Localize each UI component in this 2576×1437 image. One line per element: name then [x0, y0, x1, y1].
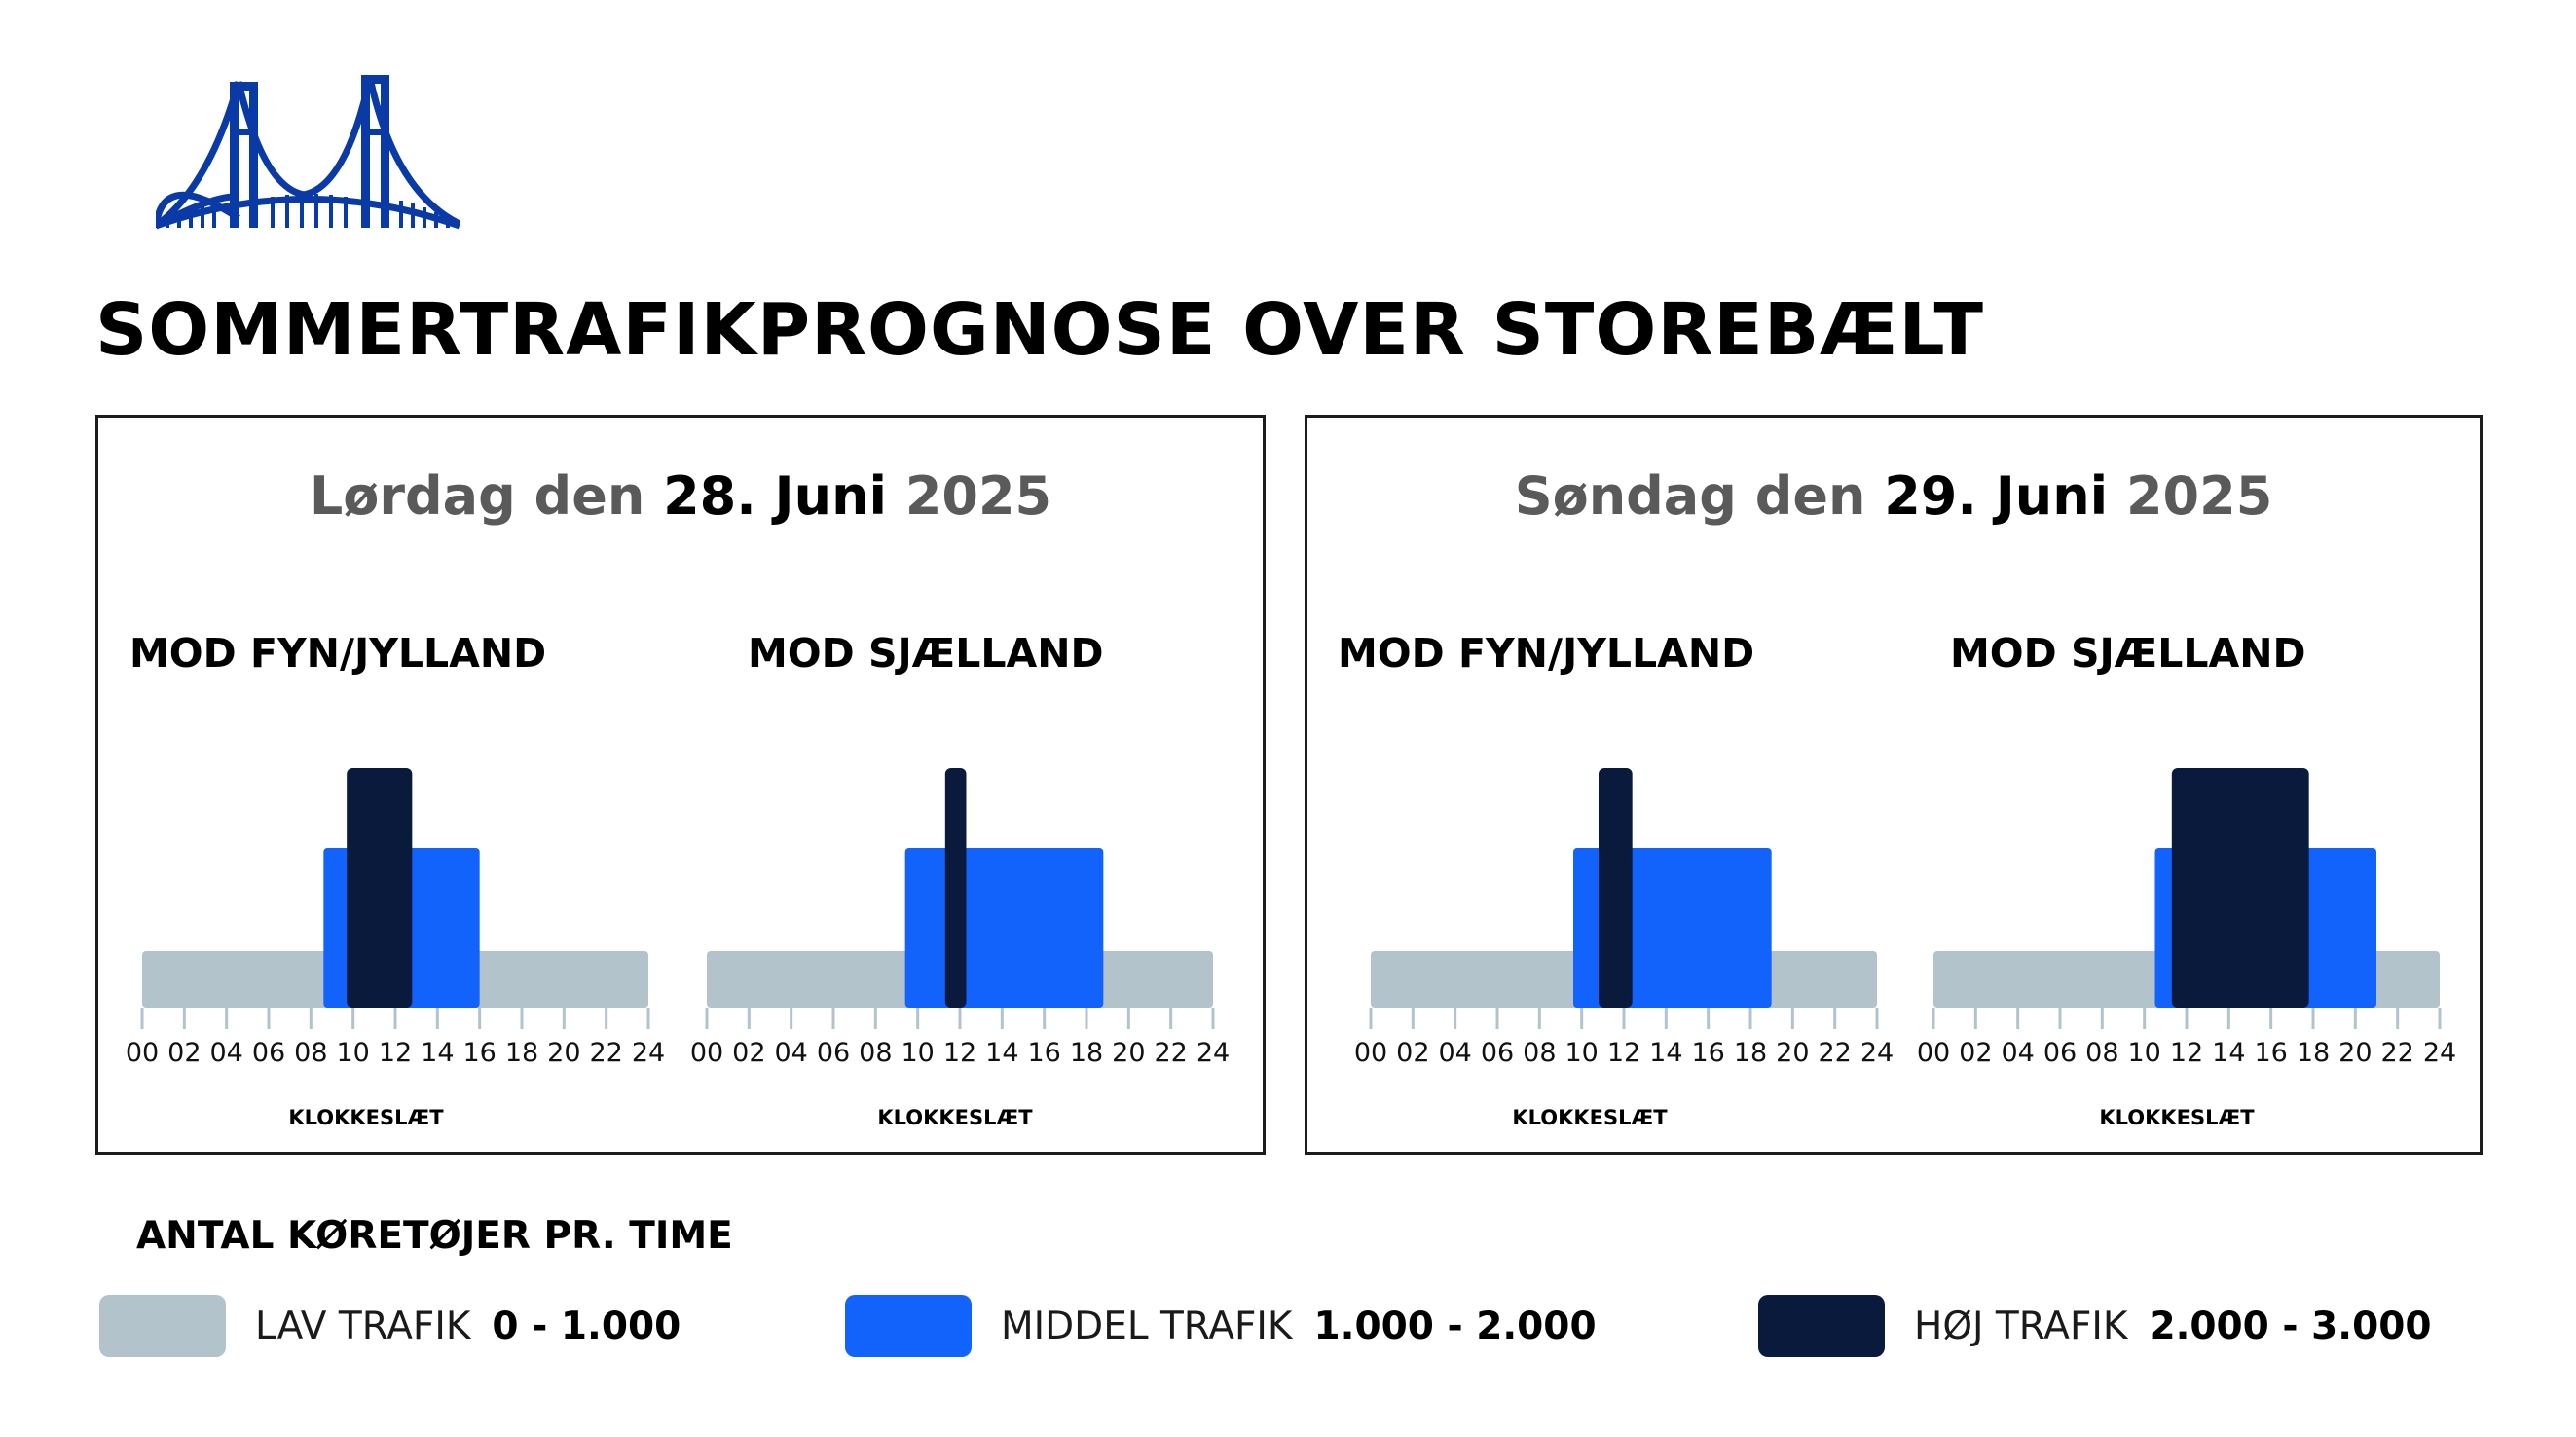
traffic-bar-medium	[904, 848, 1104, 1008]
traffic-chart: 00 02 04 06 08 10 12 14 16 18 20 22 24	[1354, 768, 1894, 1068]
x-tick-label: 12	[943, 1038, 976, 1068]
x-tick-label: 08	[2085, 1038, 2118, 1068]
x-tick-label: 18	[1070, 1038, 1103, 1068]
x-tick-label: 00	[1354, 1038, 1387, 1068]
axis-label: KLOKKESLÆT	[288, 1106, 444, 1129]
legend-heading: ANTAL KØRETØJER PR. TIME	[136, 1214, 733, 1258]
x-tick-label: 06	[252, 1038, 285, 1068]
day-year: 2025	[887, 465, 1052, 527]
x-tick-label: 00	[690, 1038, 723, 1068]
x-tick-label: 16	[1027, 1038, 1060, 1068]
x-tick-label: 10	[901, 1038, 934, 1068]
traffic-bar-high	[944, 768, 967, 1008]
direction-title-sjaelland: MOD SJÆLLAND	[748, 630, 1104, 677]
legend-swatch-low	[99, 1295, 226, 1357]
x-tick-label: 22	[2380, 1038, 2413, 1068]
legend-label: HØJ TRAFIK	[1914, 1304, 2128, 1348]
x-tick-label: 16	[1691, 1038, 1724, 1068]
x-tick-label: 10	[1564, 1038, 1598, 1068]
x-tick-label: 02	[1959, 1038, 1992, 1068]
legend-range: 0 - 1.000	[492, 1304, 681, 1348]
x-tick-label: 08	[294, 1038, 327, 1068]
legend-label: LAV TRAFIK	[255, 1304, 471, 1348]
day-heading: Søndag den 29. Juni 2025	[1307, 470, 2480, 523]
x-tick-label: 18	[2297, 1038, 2330, 1068]
x-tick-label: 02	[1396, 1038, 1429, 1068]
x-tick-label: 18	[1734, 1038, 1767, 1068]
day-panel-sunday: Søndag den 29. Juni 2025 MOD FYN/JYLLAND…	[1305, 415, 2483, 1155]
x-tick-label: 24	[1196, 1038, 1230, 1068]
day-date: 29. Juni	[1884, 465, 2109, 527]
x-tick-label: 24	[1860, 1038, 1894, 1068]
direction-title-fyn: MOD FYN/JYLLAND	[1338, 630, 1755, 677]
x-tick-label: 16	[462, 1038, 496, 1068]
x-tick-label: 16	[2254, 1038, 2287, 1068]
x-tick-label: 24	[632, 1038, 665, 1068]
x-tick-label: 22	[1818, 1038, 1851, 1068]
legend-swatch-high	[1758, 1295, 1885, 1357]
x-tick-label: 08	[859, 1038, 892, 1068]
x-tick-label: 06	[1481, 1038, 1514, 1068]
traffic-chart: 00 02 04 06 08 10 12 14 16 18 20 22 24	[1917, 768, 2456, 1068]
x-tick-label: 20	[1776, 1038, 1809, 1068]
traffic-bar-high	[2171, 768, 2309, 1008]
x-tick-label: 20	[1112, 1038, 1145, 1068]
direction-title-fyn: MOD FYN/JYLLAND	[129, 630, 547, 677]
x-tick-label: 00	[126, 1038, 159, 1068]
x-tick-label: 20	[547, 1038, 580, 1068]
traffic-chart: 00 02 04 06 08 10 12 14 16 18 20 22 24	[126, 768, 665, 1068]
x-tick-label: 14	[421, 1038, 454, 1068]
traffic-chart: 00 02 04 06 08 10 12 14 16 18 20 22 24	[690, 768, 1230, 1068]
legend-item-medium: MIDDEL TRAFIK 1.000 - 2.000	[845, 1295, 1597, 1357]
legend-range: 2.000 - 3.000	[2149, 1304, 2432, 1348]
axis-label: KLOKKESLÆT	[1512, 1106, 1668, 1129]
axis-label: KLOKKESLÆT	[2099, 1106, 2255, 1129]
legend-range: 1.000 - 2.000	[1313, 1304, 1597, 1348]
x-tick-label: 22	[589, 1038, 622, 1068]
x-tick-label: 22	[1154, 1038, 1187, 1068]
x-tick-label: 02	[732, 1038, 765, 1068]
bridge-logo-icon	[156, 75, 460, 230]
traffic-bar-high	[1599, 768, 1633, 1008]
x-tick-label: 08	[1523, 1038, 1556, 1068]
day-date: 28. Juni	[663, 465, 888, 527]
day-prefix: Lørdag den	[309, 465, 664, 527]
axis-label: KLOKKESLÆT	[877, 1106, 1033, 1129]
legend-item-high: HØJ TRAFIK 2.000 - 3.000	[1758, 1295, 2432, 1357]
x-tick-label: 12	[2170, 1038, 2203, 1068]
legend-item-low: LAV TRAFIK 0 - 1.000	[99, 1295, 681, 1357]
page-title: SOMMERTRAFIKPROGNOSE OVER STOREBÆLT	[95, 288, 1984, 372]
x-tick-label: 14	[2212, 1038, 2245, 1068]
x-tick-label: 04	[1438, 1038, 1471, 1068]
x-tick-label: 02	[167, 1038, 201, 1068]
x-tick-label: 14	[1649, 1038, 1682, 1068]
traffic-bar-high	[347, 768, 413, 1008]
x-tick-label: 14	[985, 1038, 1018, 1068]
x-tick-label: 18	[505, 1038, 538, 1068]
x-tick-label: 04	[209, 1038, 242, 1068]
x-tick-label: 04	[2001, 1038, 2034, 1068]
x-tick-label: 04	[774, 1038, 807, 1068]
x-tick-label: 06	[817, 1038, 850, 1068]
day-year: 2025	[2108, 465, 2273, 527]
day-panel-saturday: Lørdag den 28. Juni 2025 MOD FYN/JYLLAND…	[95, 415, 1266, 1155]
x-tick-label: 00	[1917, 1038, 1950, 1068]
x-tick-label: 20	[2338, 1038, 2372, 1068]
day-prefix: Søndag den	[1514, 465, 1885, 527]
x-tick-label: 10	[336, 1038, 369, 1068]
x-tick-label: 10	[2127, 1038, 2160, 1068]
direction-title-sjaelland: MOD SJÆLLAND	[1950, 630, 2306, 677]
day-heading: Lørdag den 28. Juni 2025	[98, 470, 1263, 523]
x-tick-label: 06	[2043, 1038, 2077, 1068]
x-tick-label: 12	[1607, 1038, 1640, 1068]
x-tick-label: 24	[2423, 1038, 2456, 1068]
legend-swatch-medium	[845, 1295, 972, 1357]
x-tick-label: 12	[379, 1038, 412, 1068]
legend-label: MIDDEL TRAFIK	[1001, 1304, 1293, 1348]
